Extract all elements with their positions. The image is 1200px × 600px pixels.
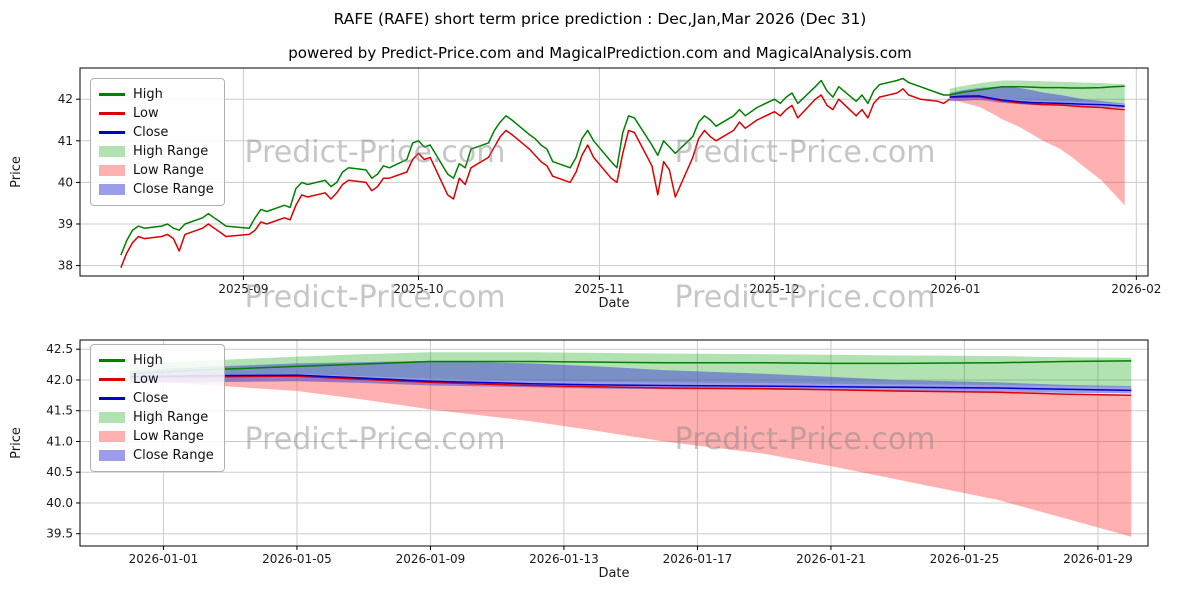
y-tick-label: 42 — [58, 92, 73, 106]
legend-label-low: Low — [133, 372, 159, 387]
legend-item-close: Close — [99, 123, 214, 142]
legend-item-high: High — [99, 85, 214, 104]
high-line-forecast — [949, 85, 1125, 96]
x-tick-label: 2025-09 — [218, 282, 268, 296]
legend-label-low-range: Low Range — [133, 163, 204, 178]
high-line-forecast — [130, 360, 1132, 375]
plot-border — [79, 339, 1149, 547]
legend-item-low-range: Low Range — [99, 161, 214, 180]
legend-key-low-range — [99, 431, 125, 442]
x-tick-label: 2025-11 — [574, 282, 624, 296]
x-axis-label: Date — [598, 566, 629, 581]
y-axis-label: Price — [9, 427, 24, 459]
y-tick-label: 41.5 — [46, 404, 73, 418]
x-tick-label: 2026-01-01 — [129, 552, 199, 566]
legend-key-high-range — [99, 412, 125, 423]
legend-item-high-range: High Range — [99, 408, 214, 427]
y-axis-label: Price — [9, 156, 24, 188]
top-chart-title: RAFE (RAFE) short term price prediction … — [333, 10, 867, 28]
legend-label-high-range: High Range — [133, 144, 209, 159]
y-tick-label: 40.5 — [46, 465, 73, 479]
legend-key-low — [99, 378, 125, 381]
legend-item-close-range: Close Range — [99, 180, 214, 199]
close-line-forecast — [130, 374, 1132, 392]
x-tick-label: 2026-01-21 — [796, 552, 866, 566]
legend-item-low: Low — [99, 104, 214, 123]
legend-item-high: High — [99, 351, 214, 370]
x-tick-label: 2026-01-29 — [1063, 552, 1133, 566]
x-tick-label: 2025-12 — [749, 282, 799, 296]
legend-label-close: Close — [133, 391, 169, 406]
low-line-forecast — [130, 375, 1132, 397]
x-tick-label: 2026-01-05 — [262, 552, 332, 566]
legend-key-high — [99, 359, 125, 362]
x-axis-label: Date — [598, 296, 629, 311]
legend-item-low: Low — [99, 370, 214, 389]
low-line-history — [120, 88, 951, 268]
bottom-chart-legend: High Low Close High Range Low Range Close Ran… — [90, 344, 225, 472]
close-range-band — [949, 86, 1125, 109]
y-tick-label: 41.0 — [46, 434, 73, 448]
legend-label-high: High — [133, 353, 163, 368]
legend-item-close: Close — [99, 389, 214, 408]
legend-key-close — [99, 397, 125, 400]
low-range-band — [130, 376, 1132, 537]
legend-label-low: Low — [133, 106, 159, 121]
legend-label-low-range: Low Range — [133, 429, 204, 444]
top-chart-subtitle: powered by Predict-Price.com and Magical… — [288, 44, 912, 62]
legend-key-close-range — [99, 450, 125, 461]
x-tick-label: 2026-01-13 — [529, 552, 599, 566]
legend-item-high-range: High Range — [99, 142, 214, 161]
legend-key-close — [99, 131, 125, 134]
y-tick-label: 39.5 — [46, 527, 73, 541]
x-tick-label: 2026-01-25 — [930, 552, 1000, 566]
y-tick-label: 40.0 — [46, 496, 73, 510]
x-tick-label: 2026-01-09 — [396, 552, 466, 566]
y-tick-label: 42.5 — [46, 342, 73, 356]
legend-label-close-range: Close Range — [133, 448, 214, 463]
bottom-chart: 2026-01-01 2026-01-05 2026-01-09 2026-01-13… — [0, 322, 1200, 600]
legend-key-close-range — [99, 184, 125, 195]
y-tick-label: 39 — [58, 217, 73, 231]
bottom-chart-canvas: 2026-01-01 2026-01-05 2026-01-09 2026-01-13… — [9, 339, 1149, 581]
top-chart: RAFE (RAFE) short term price prediction … — [9, 10, 1161, 315]
y-tick-label: 38 — [58, 259, 73, 273]
x-tick-label: 2026-01 — [930, 282, 980, 296]
legend-key-low — [99, 112, 125, 115]
legend-item-close-range: Close Range — [99, 446, 214, 465]
y-tick-label: 42.0 — [46, 373, 73, 387]
low-line-forecast — [949, 95, 1125, 111]
legend-item-low-range: Low Range — [99, 427, 214, 446]
legend-key-high — [99, 93, 125, 96]
legend-label-close-range: Close Range — [133, 182, 214, 197]
legend-key-low-range — [99, 165, 125, 176]
x-tick-label: 2026-02 — [1111, 282, 1161, 296]
low-range-band — [949, 96, 1125, 206]
legend-label-high-range: High Range — [133, 410, 209, 425]
legend-label-close: Close — [133, 125, 169, 140]
close-range-band — [130, 360, 1132, 394]
plot-border — [79, 67, 1149, 277]
y-tick-label: 41 — [58, 134, 73, 148]
high-line-history — [120, 77, 950, 256]
x-tick-label: 2026-01-17 — [663, 552, 733, 566]
close-line-forecast — [949, 95, 1125, 108]
legend-label-high: High — [133, 87, 163, 102]
y-tick-label: 40 — [58, 175, 73, 189]
top-chart-legend: High Low Close High Range Low Range Close Ran… — [90, 78, 225, 206]
legend-key-high-range — [99, 146, 125, 157]
x-tick-label: 2025-10 — [393, 282, 443, 296]
top-chart-canvas: 2025-09 2025-10 2025-11 2025-12 2026-01 2026-… — [9, 67, 1161, 311]
